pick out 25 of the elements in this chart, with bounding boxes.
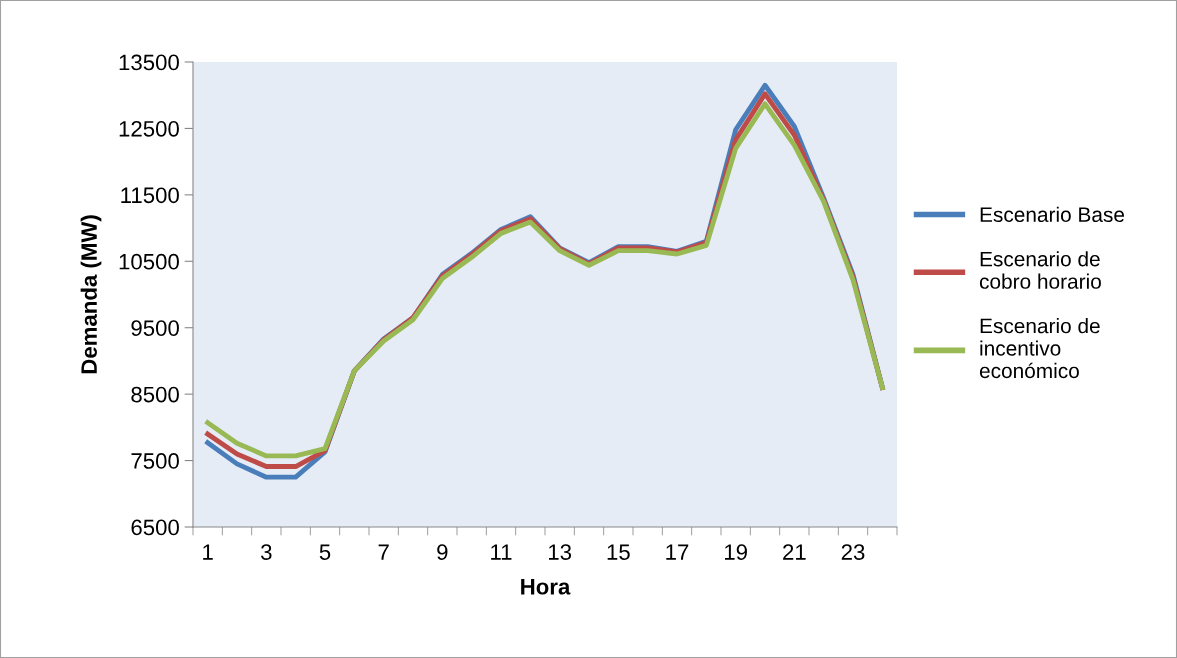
x-tick-label: 5 bbox=[319, 544, 331, 560]
x-tick-label: 19 bbox=[725, 544, 747, 560]
x-tick-label: 23 bbox=[841, 544, 865, 560]
x-tick-label: 9 bbox=[437, 544, 448, 560]
y-tick-label: 9500 bbox=[131, 320, 179, 336]
y-tick-label: 7500 bbox=[131, 453, 179, 469]
legend-label: Escenario de incentivo económico bbox=[979, 317, 1100, 379]
y-axis-title: Demanda (MW) bbox=[80, 215, 102, 374]
x-tick-label: 17 bbox=[666, 544, 689, 560]
y-tick-label: 13500 bbox=[119, 54, 179, 71]
x-tick-label: 1 bbox=[203, 544, 213, 560]
x-tick-label: 21 bbox=[783, 544, 806, 560]
y-tick-label: 6500 bbox=[131, 519, 179, 536]
x-tick-label: 13 bbox=[549, 544, 572, 560]
x-tick-label: 11 bbox=[491, 544, 512, 560]
y-tick-label: 11500 bbox=[121, 187, 179, 204]
x-tick-label: 15 bbox=[607, 544, 630, 560]
y-tick-label: 10500 bbox=[119, 253, 179, 270]
y-tick-label: 12500 bbox=[119, 120, 179, 137]
x-axis-title: Hora bbox=[521, 579, 571, 595]
x-tick-label: 7 bbox=[378, 544, 389, 560]
legend-label: Escenario Base bbox=[980, 206, 1125, 223]
legend-label: Escenario de cobro horario bbox=[979, 251, 1101, 289]
x-tick-label: 3 bbox=[261, 544, 272, 560]
y-tick-label: 8500 bbox=[131, 386, 179, 403]
